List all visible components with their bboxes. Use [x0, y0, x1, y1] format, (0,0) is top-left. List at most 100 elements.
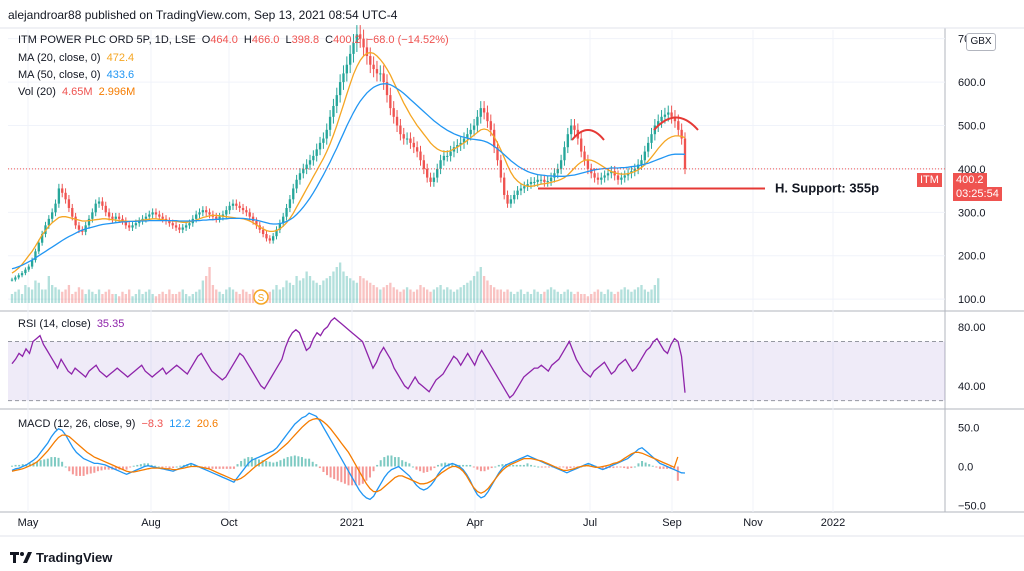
candle [94, 203, 97, 213]
volume-bar [44, 289, 47, 303]
macd-histogram-bar [479, 466, 482, 472]
volume-bar [158, 294, 161, 303]
volume-bar [459, 287, 462, 303]
candle [188, 223, 191, 226]
volume-bar [312, 280, 315, 303]
candle [482, 108, 486, 113]
candle [583, 151, 586, 161]
support-label: H. Support: 355p [775, 180, 879, 195]
volume-bar [40, 289, 44, 303]
volume-bar [636, 287, 640, 303]
volume-bar [148, 289, 151, 303]
candle [523, 186, 526, 189]
macd-histogram-bar [526, 463, 529, 467]
candle [506, 194, 509, 204]
ma50-label: MA (50, close, 0) [18, 69, 101, 81]
candle [372, 64, 375, 70]
macd-histogram-bar [89, 466, 92, 474]
candle [600, 177, 603, 180]
macd-histogram-bar [530, 464, 533, 467]
macd-histogram-bar [154, 465, 157, 467]
macd-histogram-bar [666, 466, 669, 469]
open-value: 464.0 [210, 34, 238, 46]
volume-bar [205, 276, 208, 303]
candle [298, 173, 302, 180]
macd-histogram-bar [147, 463, 150, 467]
macd-histogram-bar [465, 464, 468, 467]
volume-bar [298, 280, 302, 303]
volume-bar [87, 289, 91, 303]
candle [623, 175, 626, 178]
volume-bar [419, 285, 422, 303]
candle [556, 168, 559, 174]
macd-histogram-bar [429, 466, 432, 471]
macd-histogram-bar [612, 466, 615, 469]
volume-bar [415, 289, 419, 303]
ma50-legend: MA (50, close, 0) 433.6 [18, 69, 137, 81]
volume-bar [288, 282, 292, 303]
macd-histogram-bar [651, 465, 654, 467]
macd-histogram-bar [53, 457, 56, 467]
volume-bar [215, 289, 218, 303]
macd-histogram-bar [658, 466, 661, 469]
macd-histogram-bar [139, 464, 142, 467]
volume-bar [349, 278, 352, 303]
currency-button[interactable]: GBX [966, 33, 996, 51]
time-tick-label: Nov [743, 517, 763, 529]
candle [402, 134, 405, 139]
volume-bar [576, 291, 580, 303]
volume-bar [138, 289, 141, 303]
candle [516, 190, 519, 195]
candle [352, 43, 355, 54]
volume-bar [318, 285, 322, 303]
volume-bar [569, 291, 573, 303]
dividend-marker[interactable] [253, 289, 269, 305]
macd-histogram-bar [232, 466, 235, 469]
macd-histogram-bar [293, 455, 296, 467]
time-tick-label: Jul [583, 517, 597, 529]
macd-histogram-bar [225, 466, 228, 469]
publisher-text: alejandroar88 published on TradingView.c… [8, 8, 398, 22]
candle [536, 179, 539, 182]
candle [97, 201, 101, 204]
macd-histogram-bar [164, 466, 167, 468]
macd-histogram-bar [462, 464, 465, 467]
volume-bar [282, 287, 285, 303]
candle [395, 116, 399, 126]
volume-bar [489, 285, 492, 303]
volume-bar [198, 289, 201, 303]
ma50-line [11, 83, 686, 270]
candle [429, 177, 432, 182]
macd-histogram-bar [50, 457, 53, 467]
macd-histogram-bar [265, 461, 268, 467]
candle [476, 116, 479, 126]
candle [315, 149, 318, 156]
macd-histogram-bar [308, 458, 311, 467]
candle [174, 225, 178, 228]
candle [54, 203, 57, 213]
macd-histogram-bar [408, 463, 411, 467]
candle [30, 260, 34, 267]
candle [261, 229, 265, 235]
candle [328, 116, 332, 130]
volume-bar [181, 289, 184, 303]
macd-histogram-bar [193, 464, 196, 467]
volume-bar [47, 276, 50, 303]
candle [245, 210, 248, 213]
macd-histogram-bar [329, 466, 332, 478]
macd-histogram-bar [261, 460, 264, 467]
candle [549, 177, 553, 182]
candle [342, 73, 345, 83]
volume-bar [549, 287, 553, 303]
candle [640, 160, 643, 165]
macd-histogram-bar [279, 460, 282, 467]
rsi-value: 35.35 [96, 318, 125, 330]
macd-histogram-bar [626, 466, 629, 469]
macd-tick-label: 0.0 [958, 461, 973, 473]
tradingview-footer[interactable]: TradingView [10, 547, 112, 567]
macd-histogram-bar [132, 465, 135, 467]
candle [154, 212, 158, 215]
candle [513, 194, 516, 200]
price-tick-label: 300.0 [958, 207, 986, 219]
